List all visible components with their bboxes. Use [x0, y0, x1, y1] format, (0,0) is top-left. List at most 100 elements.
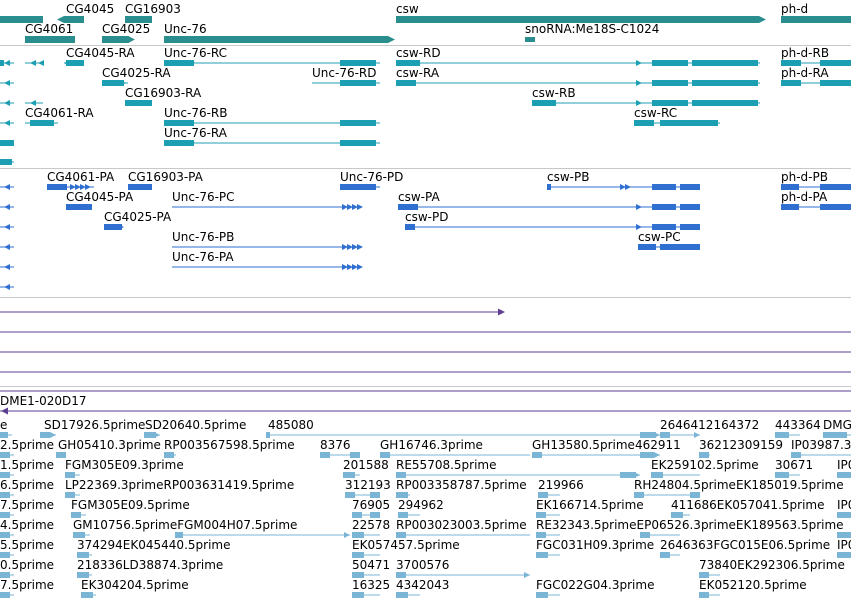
strand-arrow-left [4, 204, 10, 210]
est-label[interactable]: 411686EK057041.5prime [671, 498, 825, 512]
est-label[interactable]: IP0 [837, 458, 851, 472]
est-label[interactable]: 76905 [352, 498, 391, 512]
est-label[interactable]: EK057457.5prime [352, 538, 460, 552]
protein-label[interactable]: CG4045-PA [66, 190, 134, 204]
est-label[interactable]: SD17926.5prime [44, 418, 146, 432]
transcript-label[interactable]: ph-d-RA [781, 66, 829, 80]
gene-label[interactable]: Unc-76 [164, 22, 207, 36]
est-label[interactable]: 218336LD38874.3prime [77, 558, 224, 572]
est-label[interactable]: 4342043 [396, 578, 450, 592]
est-label[interactable]: 4.5prime [0, 518, 55, 532]
transcript-label[interactable]: Unc-76-RD [312, 66, 377, 80]
est-label[interactable]: EK304204.5prime [81, 578, 189, 592]
gene-label[interactable]: csw [396, 2, 419, 16]
est-label[interactable]: FGM305E09.5prime [71, 498, 190, 512]
est-label[interactable]: GH13580.5prime [532, 438, 635, 452]
est-label[interactable]: 2646363FGC015E06.5prime [660, 538, 831, 552]
est-label[interactable]: 22578 [352, 518, 391, 532]
est-label[interactable]: IP0 [837, 498, 851, 512]
est-label[interactable]: RP003358787.5prime [396, 478, 527, 492]
protein-label[interactable]: csw-PB [547, 170, 590, 184]
transcript-label[interactable]: Unc-76-RC [164, 46, 228, 60]
transcript-label[interactable]: CG16903-RA [125, 86, 202, 100]
est-label[interactable]: 50471 [352, 558, 391, 572]
strand-arrow-right [352, 264, 358, 270]
transcript-label[interactable]: csw-RD [396, 46, 441, 60]
est-label[interactable]: 7.5prime [0, 498, 55, 512]
gene-label[interactable]: ph-d [781, 2, 809, 16]
protein-label[interactable]: ph-d-PB [781, 170, 828, 184]
est-label[interactable]: 7.5prime [0, 578, 55, 592]
est-label[interactable]: 30671 [775, 458, 814, 472]
gene-label[interactable]: snoRNA:Me18S-C1024 [525, 22, 660, 36]
est-label[interactable]: 312193 [345, 478, 391, 492]
est-label[interactable]: 16325 [352, 578, 391, 592]
est-label[interactable]: IP03987.3 [791, 438, 851, 452]
est-label[interactable]: 73840EK292306.5prime [699, 558, 845, 572]
transcript-label[interactable]: CG4061-RA [25, 106, 94, 120]
est-label[interactable]: IP0 [837, 538, 851, 552]
strand-arrow-right [110, 80, 116, 86]
est-label[interactable]: 443364 [775, 418, 821, 432]
transcript-label[interactable]: Unc-76-RB [164, 106, 228, 120]
gene-label[interactable]: CG16903 [125, 2, 181, 16]
protein-label[interactable]: CG16903-PA [128, 170, 203, 184]
protein-label[interactable]: Unc-76-PC [172, 190, 235, 204]
est-label[interactable]: 2646412164372 [660, 418, 760, 432]
est-label[interactable]: 3700576 [396, 558, 450, 572]
est-label[interactable]: RE32343.5primeEP06526.3primeEK189563.5pr… [536, 518, 844, 532]
transcript-label[interactable]: CG4045-RA [66, 46, 135, 60]
protein-label[interactable]: csw-PD [405, 210, 449, 224]
est-label[interactable]: RP003567598.5prime [164, 438, 295, 452]
est-label[interactable]: FGC031H09.3prime [536, 538, 655, 552]
protein-label[interactable]: Unc-76-PA [172, 250, 234, 264]
est-label[interactable]: FGC022G04.3prime [536, 578, 655, 592]
est-label[interactable]: 1.5prime [0, 458, 55, 472]
est-label[interactable]: 5.5prime [0, 538, 55, 552]
transcript-label[interactable]: ph-d-RB [781, 46, 830, 60]
est-label[interactable]: 462911 [635, 438, 681, 452]
gene-label[interactable]: CG4061 [25, 22, 74, 36]
transcript-label[interactable]: csw-RA [396, 66, 440, 80]
est-label[interactable]: 294962 [398, 498, 444, 512]
est-label[interactable]: 219966 [538, 478, 584, 492]
protein-label[interactable]: csw-PC [638, 230, 681, 244]
est-label[interactable]: 36212309159 [699, 438, 783, 452]
est-label[interactable]: 374294EK045440.5prime [77, 538, 231, 552]
est-label[interactable]: 201588 [343, 458, 389, 472]
est-label[interactable]: EK166714.5prime [536, 498, 644, 512]
est-label[interactable]: LP22369.3primeRP003631419.5prime [65, 478, 295, 492]
est-label[interactable]: 2.5prime [0, 438, 55, 452]
est-label[interactable]: SD20640.5prime [145, 418, 247, 432]
est-label[interactable]: DMG [823, 418, 851, 432]
protein-label[interactable]: CG4061-PA [47, 170, 115, 184]
est-label[interactable]: EK052120.5prime [699, 578, 807, 592]
gene-label[interactable]: CG4025 [102, 22, 151, 36]
gene-label[interactable]: CG4045 [66, 2, 115, 16]
est-label[interactable]: 6.5prime [0, 478, 55, 492]
est-label[interactable]: e [0, 418, 8, 432]
est-label[interactable]: 485080 [268, 418, 314, 432]
protein-label[interactable]: CG4025-PA [104, 210, 172, 224]
est-label[interactable]: RP003023003.5prime [396, 518, 527, 532]
est-label[interactable]: FGM305E09.3prime [65, 458, 184, 472]
est-label[interactable]: RH24804.5primeEK185019.5prime [634, 478, 844, 492]
protein-label[interactable]: Unc-76-PB [172, 230, 235, 244]
transcript-label[interactable]: Unc-76-RA [164, 126, 227, 140]
est-label[interactable]: RE55708.5prime [396, 458, 497, 472]
est-label[interactable]: GH05410.3prime [58, 438, 161, 452]
est-label[interactable]: GH16746.3prime [380, 438, 483, 452]
transcript-label[interactable]: CG4025-RA [102, 66, 171, 80]
protein-label[interactable]: csw-PA [398, 190, 440, 204]
protein-label[interactable]: Unc-76-PD [340, 170, 404, 184]
strand-arrow-right [85, 184, 91, 190]
est-label[interactable]: 8376 [320, 438, 351, 452]
alignment-label[interactable]: DME1-020D17 [0, 394, 87, 408]
est-label[interactable]: EK259102.5prime [651, 458, 759, 472]
est-label[interactable]: 0.5prime [0, 558, 55, 572]
transcript-label[interactable]: csw-RC [634, 106, 678, 120]
est-label[interactable]: GM10756.5primeFGM004H07.5prime [73, 518, 298, 532]
transcript-label[interactable]: csw-RB [532, 86, 576, 100]
protein-label[interactable]: ph-d-PA [781, 190, 828, 204]
